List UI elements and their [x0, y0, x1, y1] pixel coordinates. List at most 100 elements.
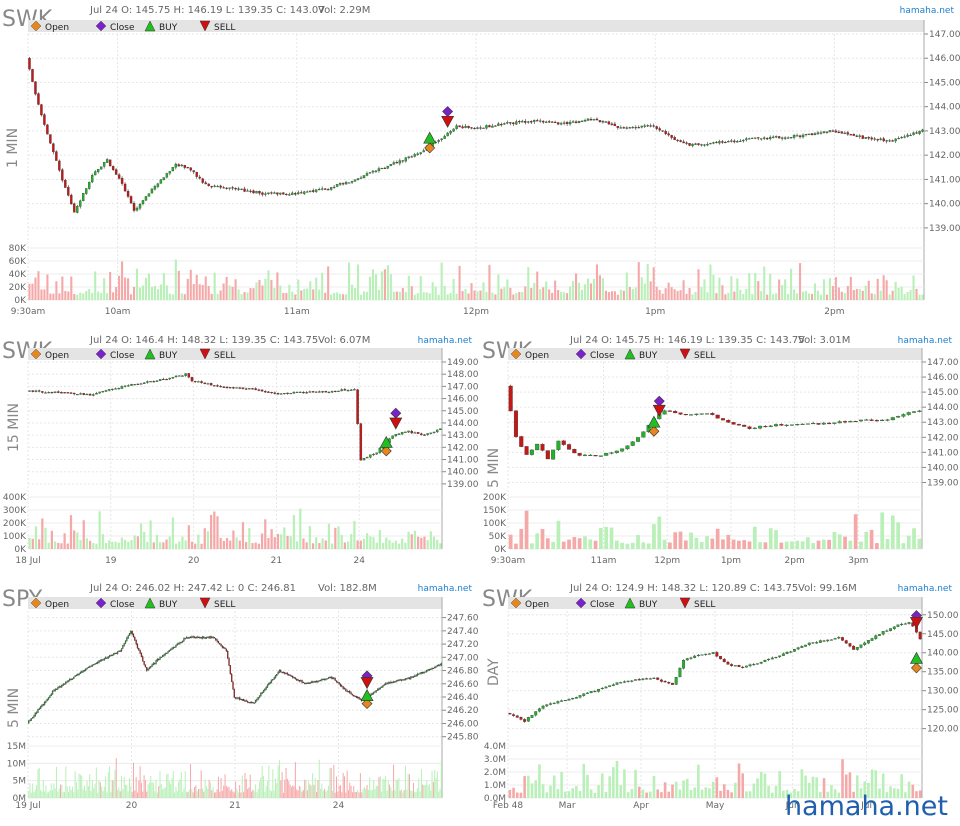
- candle-body: [267, 391, 270, 393]
- candle-body: [637, 679, 641, 681]
- volume-bar: [105, 776, 107, 798]
- volume-bar: [331, 543, 334, 549]
- volume-bar: [413, 294, 416, 300]
- x-tick-label: 2pm: [824, 307, 844, 317]
- candle-body: [303, 191, 306, 194]
- volume-bar: [357, 790, 359, 798]
- volume-bar: [182, 792, 184, 798]
- candle-body: [706, 144, 709, 146]
- x-tick-label: Jun: [785, 801, 800, 811]
- volume-bar: [152, 542, 155, 549]
- candle-body: [314, 391, 318, 393]
- volume-bar: [688, 287, 691, 300]
- candle-body: [311, 681, 314, 683]
- volume-bar: [678, 789, 682, 798]
- candle-body: [863, 642, 867, 645]
- buy-marker: [647, 415, 661, 428]
- candle-body: [96, 169, 100, 173]
- y-tick-label: 142.00: [927, 433, 959, 443]
- candle-body: [730, 664, 734, 666]
- volume-bar: [795, 540, 800, 549]
- candle-body: [138, 204, 142, 209]
- volume-bar: [840, 291, 843, 300]
- candle-body: [335, 184, 339, 187]
- volume-bar: [535, 533, 540, 549]
- volume-bar: [800, 541, 805, 549]
- candle-body: [861, 135, 864, 139]
- candle-body: [248, 702, 250, 704]
- legend-close-label: Close: [590, 351, 615, 361]
- volume-bar: [315, 277, 318, 300]
- candle-body: [424, 671, 427, 673]
- candle-body: [246, 700, 249, 703]
- volume-bar: [658, 290, 661, 300]
- candle-body: [693, 655, 697, 658]
- candle-body: [506, 122, 509, 124]
- volume-bar: [771, 792, 774, 798]
- candle-body: [560, 700, 564, 702]
- volume-bar: [422, 292, 425, 300]
- volume-bar: [251, 791, 253, 798]
- candle-body: [296, 679, 298, 681]
- volume-bar: [885, 538, 890, 549]
- volume-bar: [296, 789, 298, 798]
- volume-bar: [885, 280, 888, 300]
- volume-bar: [470, 283, 473, 300]
- candle-body: [718, 141, 721, 144]
- candle-body: [60, 392, 63, 394]
- volume-bar: [55, 281, 58, 300]
- chart-panel-3: Jul 24 O: 145.75 H: 146.19 L: 139.35 C: …: [482, 335, 959, 566]
- volume-bar: [308, 526, 311, 549]
- volume-bar: [143, 531, 146, 549]
- volume-bar: [425, 292, 428, 300]
- candle-body: [369, 454, 372, 458]
- volume-bar: [752, 783, 756, 798]
- volume-bar: [351, 792, 353, 798]
- brand-label: hamaha.net: [898, 584, 953, 594]
- candle-body: [544, 121, 548, 123]
- candle-body: [813, 133, 817, 136]
- candle-body: [39, 706, 42, 709]
- candle-body: [41, 704, 43, 707]
- volume-bar: [810, 293, 814, 300]
- volume-bar: [538, 764, 541, 798]
- y-tick-label: 143.00: [447, 431, 479, 441]
- candle-body: [95, 393, 98, 395]
- volume-bar: [249, 288, 252, 300]
- candle-body: [177, 164, 181, 167]
- candle-body: [789, 651, 793, 653]
- candle-body: [837, 421, 842, 424]
- volume-bar: [249, 774, 251, 798]
- candle-body: [727, 140, 730, 143]
- volume-bar: [807, 293, 811, 300]
- candle-body: [662, 410, 667, 415]
- volume-bar: [289, 536, 292, 549]
- volume-bar: [339, 293, 342, 300]
- volume-bar: [64, 290, 67, 300]
- candle-body: [353, 695, 355, 697]
- legend-bar: [28, 20, 924, 32]
- volume-bar: [843, 293, 846, 300]
- candle-body: [215, 638, 217, 640]
- volume-bar: [40, 789, 42, 798]
- candle-body: [216, 639, 218, 642]
- volume-bar: [154, 791, 156, 798]
- candle-body: [574, 121, 578, 124]
- candle-body: [892, 626, 896, 629]
- volume-bar: [625, 543, 630, 549]
- candle-body: [252, 702, 254, 704]
- volume-bar: [127, 541, 130, 549]
- candle-body: [864, 419, 869, 421]
- candle-body: [61, 685, 63, 687]
- volume-bar: [691, 294, 694, 300]
- candle-body: [349, 389, 353, 391]
- chart-panel-1: Jul 24 O: 145.75 H: 146.19 L: 139.35 C: …: [2, 5, 960, 317]
- candle-body: [918, 130, 921, 134]
- candle-body: [304, 682, 306, 684]
- volume-bar: [418, 778, 420, 798]
- volume-tick-label: 15M: [7, 742, 26, 752]
- candle-body: [620, 448, 625, 452]
- volume-bar: [346, 770, 348, 798]
- volume-bar: [77, 789, 79, 798]
- y-tick-label: 144.00: [927, 403, 959, 413]
